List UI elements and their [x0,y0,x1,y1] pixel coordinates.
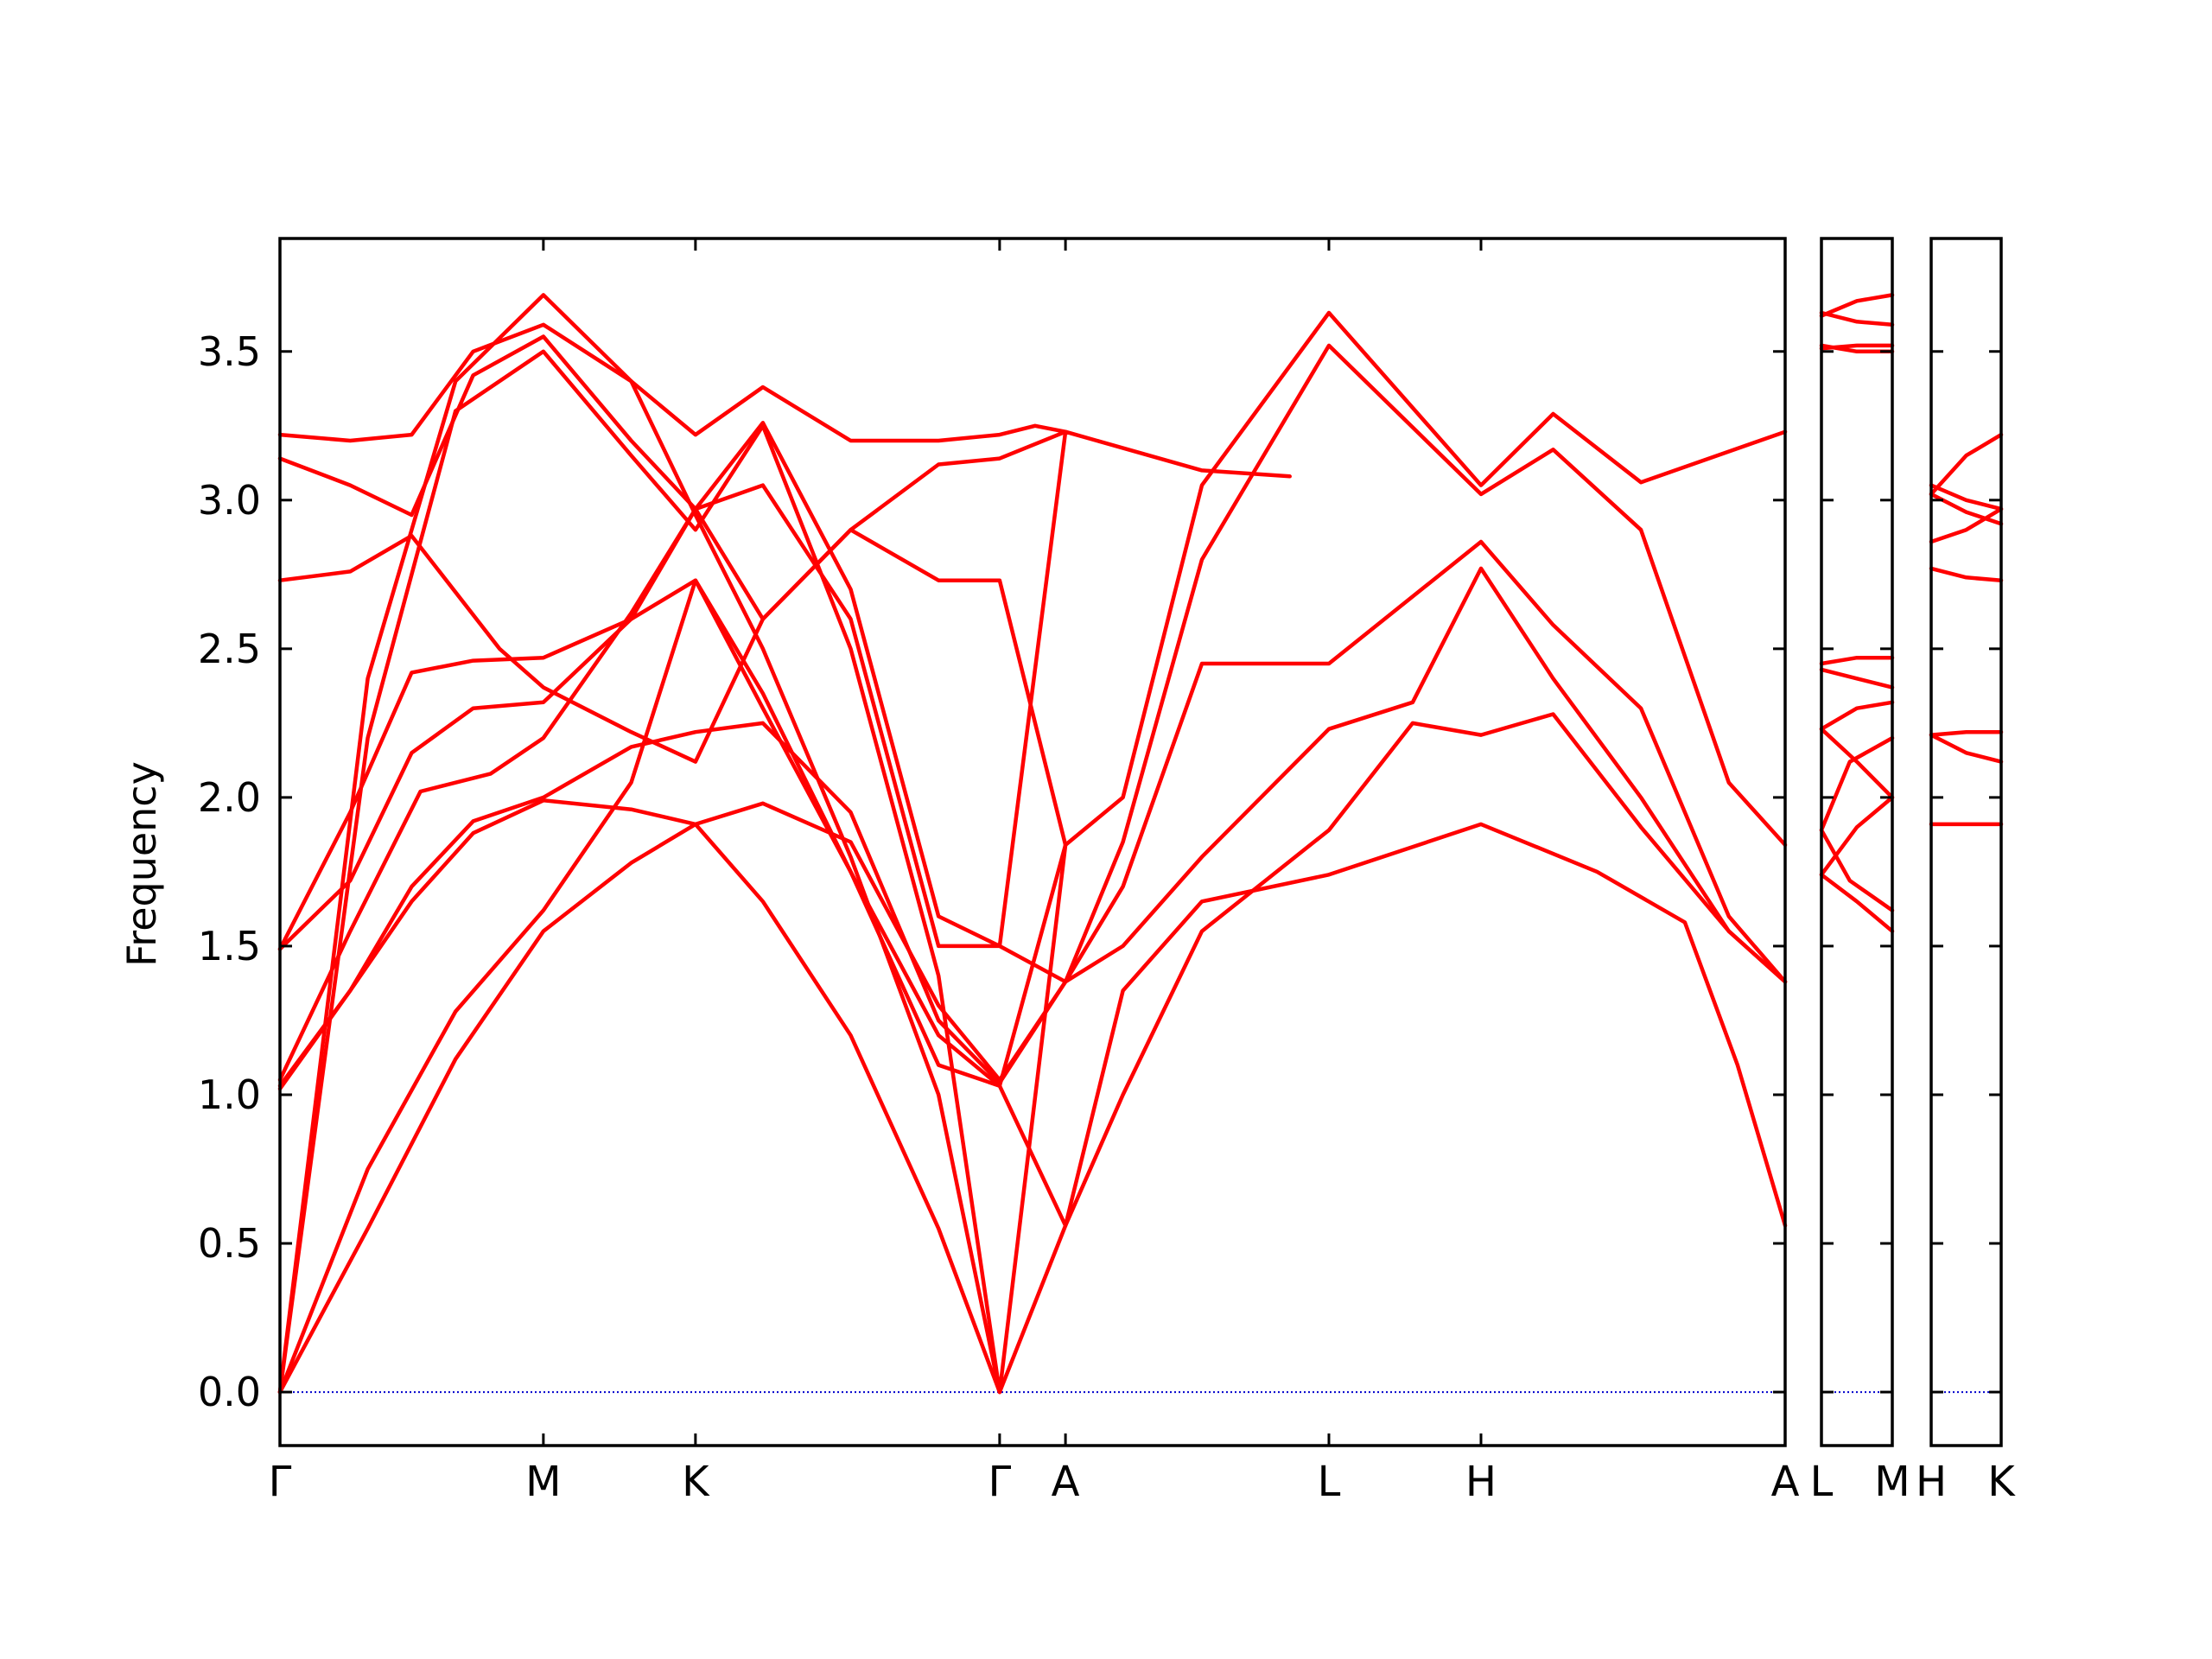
band-line-10 [277,322,1068,443]
band-line-1 [1819,873,1895,933]
band-line-3 [277,566,1788,1091]
band-line-3 [1819,795,1895,877]
plot-panels: 0.00.51.01.52.02.53.03.5Γ M K Γ A L H A L M H K [198,237,2016,1506]
band-line-6 [1819,700,1895,731]
panel-1: 0.00.51.01.52.02.53.03.5Γ M K Γ A L H A [198,237,1800,1506]
band-line-5 [277,343,1788,1083]
y-tick-label: 2.0 [198,774,261,821]
band-line-7 [1929,483,2004,512]
panel-frame [278,237,1787,1447]
y-tick-label: 3.5 [198,328,261,375]
band-line-5 [1819,727,1895,800]
band-line-2 [1929,733,2004,764]
x-tick-label: M [525,1458,561,1506]
band-line-4 [1929,566,2004,582]
band-line-11 [277,349,1068,1395]
band-line-7 [1819,655,1895,666]
y-tick-label: 0.0 [198,1369,261,1415]
band-line-4 [277,539,1788,1088]
band-line-7 [277,429,1292,951]
y-tick-label: 3.0 [198,477,261,524]
band-line-5 [1929,506,2004,544]
x-tick-label: H [1916,1458,1947,1506]
x-tick-label: A [1771,1458,1800,1506]
band-line-9 [277,334,1068,621]
band-line-4 [1819,735,1895,832]
panel-frame [1820,237,1894,1447]
band-line-12 [277,293,1002,1395]
x-tick-label: H [1465,1458,1497,1506]
band-line-11 [1819,310,1895,327]
band-line-3 [1929,729,2004,737]
x-tick-label: L [1318,1458,1341,1506]
y-tick-label: 2.5 [198,626,261,672]
band-line-2 [1819,828,1895,912]
y-tick-label: 1.0 [198,1071,261,1118]
x-tick-label: A [1052,1458,1080,1506]
y-tick-label: 0.5 [198,1220,261,1267]
band-line-10 [1819,343,1895,351]
y-axis-label: Frequency [118,761,165,967]
band-line-6 [277,310,1788,1088]
x-tick-label: K [682,1458,710,1506]
band-line-8 [277,527,1068,848]
x-tick-label: Γ [269,1458,292,1506]
x-tick-label: L [1810,1458,1834,1506]
band-line-12 [1819,293,1895,318]
y-tick-label: 1.5 [198,923,261,969]
x-tick-label: K [1987,1458,2016,1506]
x-tick-label: M [1874,1458,1910,1506]
x-tick-label: Γ [988,1458,1012,1506]
panel-frame [1929,237,2003,1447]
band-line-8 [1929,432,2004,497]
band-line-2 [277,578,1788,1395]
band-line-8 [1819,667,1895,690]
